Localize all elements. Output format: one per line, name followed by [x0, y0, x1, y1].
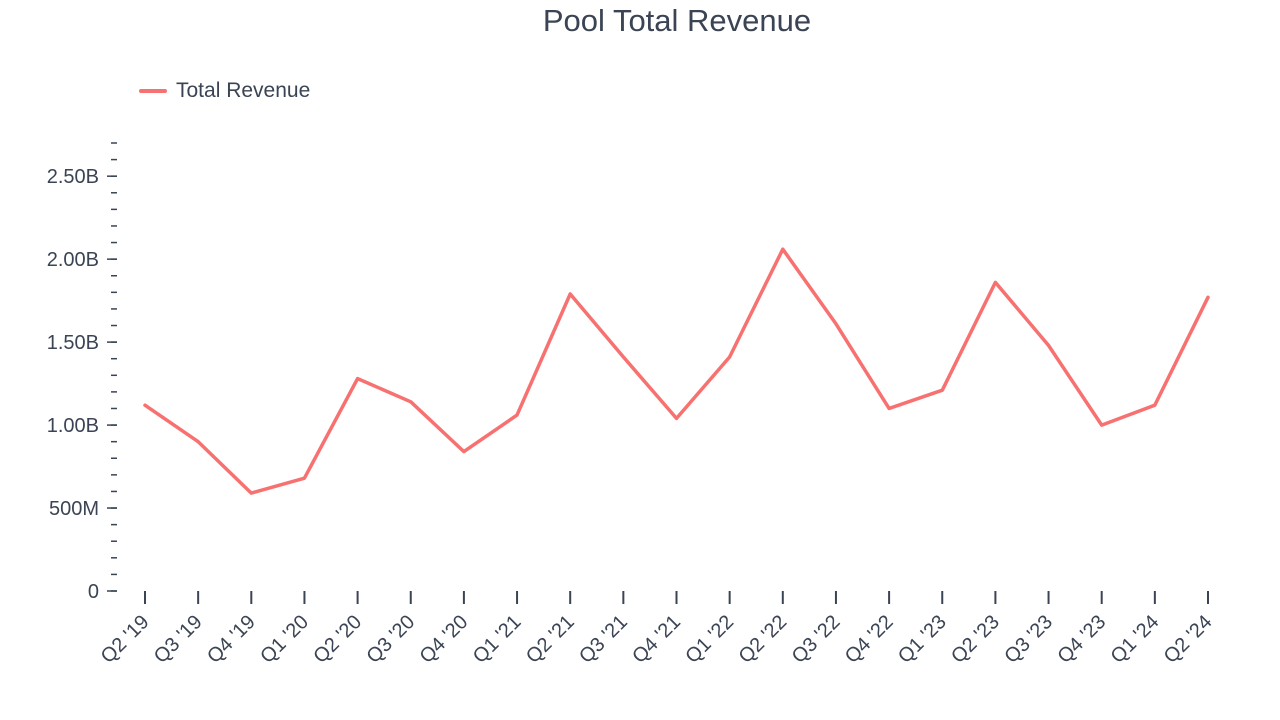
- legend-swatch: [139, 89, 167, 93]
- x-tick-label: Q3 '20: [362, 611, 419, 668]
- x-tick-label: Q2 '24: [1160, 611, 1217, 668]
- legend-label: Total Revenue: [176, 79, 311, 102]
- x-tick-label: Q4 '23: [1053, 611, 1110, 668]
- data-point: [409, 400, 413, 404]
- y-axis: 0 500M 1.00B 1.50B 2.00B 2.50B: [47, 142, 117, 603]
- x-tick-label: Q4 '20: [416, 611, 473, 668]
- y-tick-label: 1.50B: [47, 332, 99, 354]
- x-tick-label: Q1 '22: [681, 611, 738, 668]
- legend: Total Revenue: [139, 79, 310, 103]
- x-tick-label: Q1 '20: [256, 611, 313, 668]
- data-point: [1153, 403, 1157, 407]
- x-tick-label: Q4 '19: [203, 611, 260, 668]
- data-point: [940, 388, 944, 392]
- data-point: [887, 406, 891, 410]
- data-point: [1100, 423, 1104, 427]
- y-tick-label: 2.00B: [47, 249, 99, 271]
- chart-title: Pool Total Revenue: [542, 3, 812, 38]
- x-tick-label: Q2 '19: [97, 611, 154, 668]
- x-tick-label: Q2 '20: [309, 611, 366, 668]
- x-tick-label: Q2 '22: [735, 611, 792, 668]
- data-point: [249, 491, 253, 495]
- x-tick-label: Q1 '21: [469, 611, 526, 668]
- x-tick-label: Q1 '23: [894, 611, 951, 668]
- data-point: [302, 476, 306, 480]
- data-point: [515, 413, 519, 417]
- data-point: [728, 355, 732, 359]
- x-tick-label: Q4 '22: [841, 611, 898, 668]
- y-tick-label: 1.00B: [47, 415, 99, 437]
- data-point: [196, 440, 200, 444]
- series-layer: [143, 247, 1210, 495]
- x-tick-label: Q3 '23: [1000, 611, 1057, 668]
- x-tick-label: Q1 '24: [1107, 611, 1164, 668]
- y-tick-label: 2.50B: [47, 166, 99, 188]
- data-point: [143, 403, 147, 407]
- series-line: [143, 247, 1210, 495]
- data-point: [675, 416, 678, 420]
- y-tick-label: 0: [88, 581, 99, 603]
- data-point: [781, 247, 785, 251]
- x-tick-label: Q3 '22: [788, 611, 845, 668]
- data-point: [356, 377, 360, 381]
- data-point: [993, 280, 997, 284]
- x-tick-label: Q3 '21: [575, 611, 632, 668]
- data-point: [568, 292, 572, 296]
- data-point: [834, 322, 838, 326]
- x-tick-label: Q4 '21: [628, 611, 685, 668]
- data-point: [621, 355, 625, 359]
- x-tick-label: Q2 '21: [522, 611, 579, 668]
- x-tick-label: Q2 '23: [947, 611, 1004, 668]
- y-tick-label: 500M: [49, 498, 99, 520]
- data-point: [462, 450, 466, 454]
- data-point: [1047, 343, 1051, 347]
- data-point: [1206, 295, 1210, 299]
- x-tick-label: Q3 '19: [150, 611, 207, 668]
